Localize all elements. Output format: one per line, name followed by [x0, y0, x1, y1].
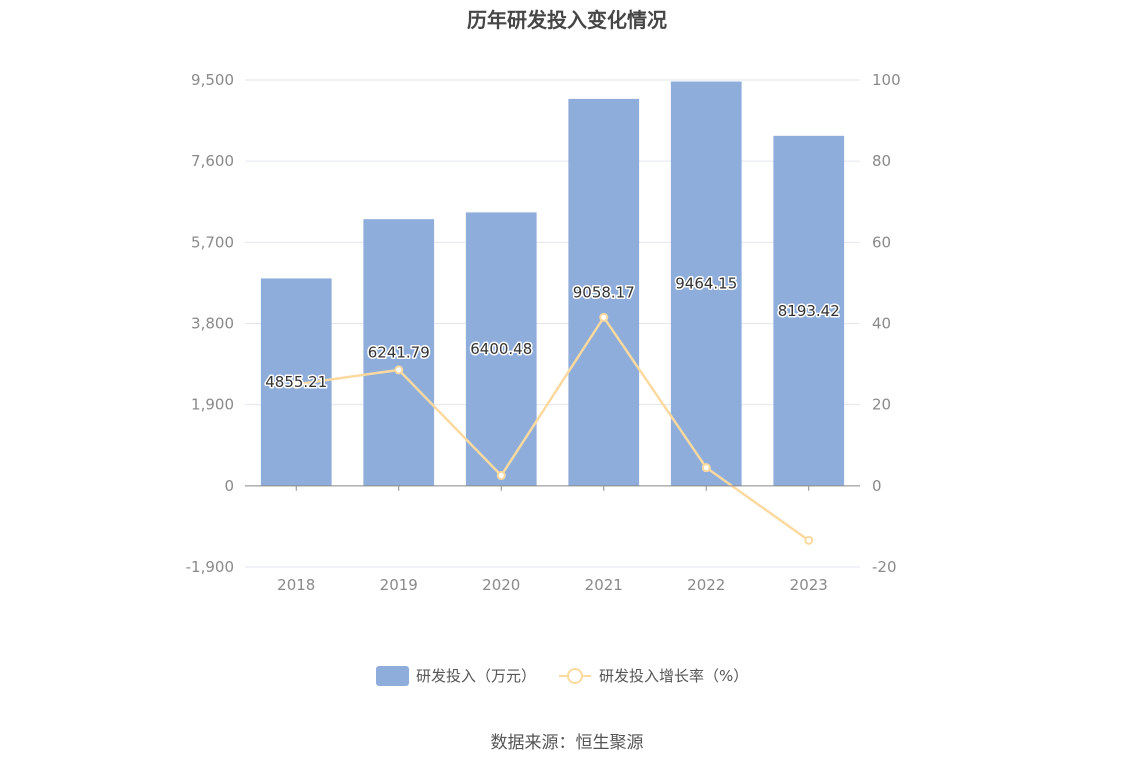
y-left-tick-label: 7,600: [191, 152, 234, 170]
bar[interactable]: [568, 98, 640, 486]
x-tick-label: 2019: [380, 576, 418, 594]
x-tick-label: 2022: [687, 576, 725, 594]
line-point[interactable]: [394, 365, 404, 375]
y-left-tick-label: -1,900: [186, 558, 234, 576]
x-tick-label: 2021: [585, 576, 623, 594]
grid-lines: [245, 79, 860, 568]
bar[interactable]: [363, 219, 435, 486]
y-right-tick-label: 60: [872, 233, 891, 251]
y-left-tick-label: 5,700: [191, 233, 234, 251]
bar-series: [260, 81, 845, 486]
bar-value-label: 6400.48: [470, 340, 532, 358]
legend: 研发投入（万元） 研发投入增长率（%）: [376, 666, 748, 686]
axes: 9,500 100 7,600 80 5,700 60 3,800 40 1,900 20 0 0 -1…: [186, 71, 901, 594]
bar-value-label: 9058.17: [573, 283, 635, 301]
line-point[interactable]: [496, 471, 506, 481]
bar[interactable]: [670, 81, 742, 486]
line-point[interactable]: [599, 312, 609, 322]
bar-value-label: 6241.79: [368, 344, 430, 362]
y-left-tick-label: 0: [224, 477, 234, 495]
bar-value-label: 4855.21: [265, 373, 327, 391]
legend-swatch-line-marker[interactable]: [567, 668, 583, 684]
y-right-tick-label: 0: [872, 477, 882, 495]
bar-value-label: 9464.15: [675, 275, 737, 293]
legend-swatch-bar[interactable]: [376, 666, 409, 686]
x-tick-label: 2023: [790, 576, 828, 594]
line-point[interactable]: [701, 463, 711, 473]
growth-line: [296, 315, 810, 542]
bar-value-label: 8193.42: [778, 302, 840, 320]
x-tick-label: 2018: [277, 576, 315, 594]
x-tick-label: 2020: [482, 576, 520, 594]
chart-title: 历年研发投入变化情况: [467, 8, 667, 32]
line-series: [291, 312, 814, 545]
legend-label-line[interactable]: 研发投入增长率（%）: [599, 667, 748, 685]
data-labels: 4855.21 6241.79 6400.48 9058.17 9464.15 8193.…: [264, 273, 842, 392]
line-point[interactable]: [804, 535, 814, 545]
y-right-tick-label: 80: [872, 152, 891, 170]
y-left-tick-label: 1,900: [191, 396, 234, 414]
line-point[interactable]: [291, 379, 301, 389]
y-right-tick-label: 20: [872, 396, 891, 414]
y-right-tick-label: 40: [872, 315, 891, 333]
y-right-tick-label: 100: [872, 71, 901, 89]
y-right-tick-label: -20: [872, 558, 897, 576]
bar[interactable]: [773, 135, 845, 486]
data-source: 数据来源：恒生聚源: [490, 733, 644, 753]
legend-label-bar[interactable]: 研发投入（万元）: [416, 667, 536, 685]
y-left-tick-label: 3,800: [191, 315, 234, 333]
y-left-tick-label: 9,500: [191, 71, 234, 89]
